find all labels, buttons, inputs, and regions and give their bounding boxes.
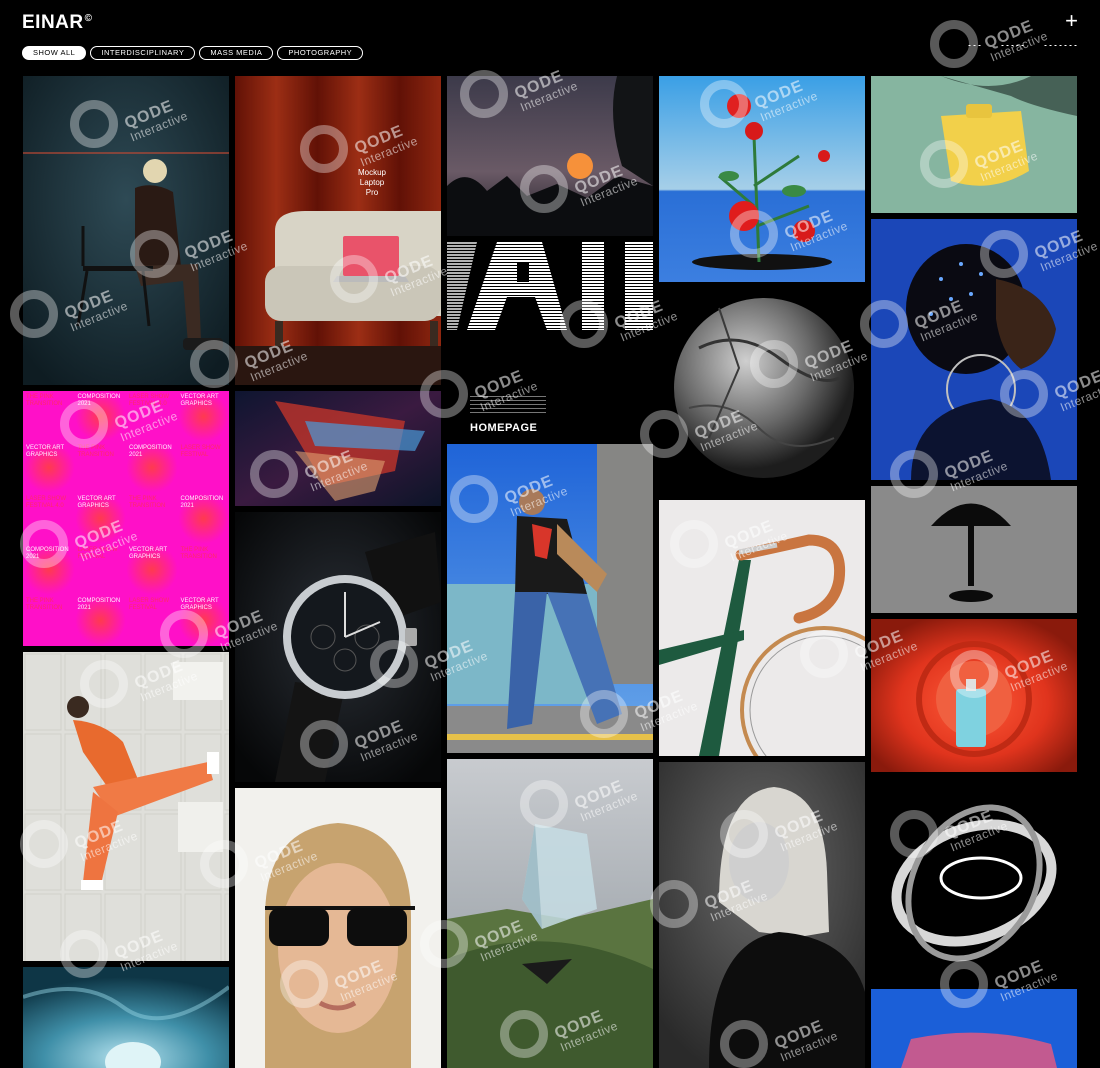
portfolio-item-sunglasses-woman[interactable]: [235, 788, 441, 1068]
portfolio-item-watch[interactable]: [235, 512, 441, 782]
portfolio-item-beaded-portrait[interactable]: [871, 219, 1077, 480]
blue-shape-image: [871, 989, 1077, 1068]
poster-cell: COMPOSITION 2021: [74, 595, 126, 646]
filter-bar: SHOW ALL INTERDISCIPLINARY MASS MEDIA PH…: [22, 46, 364, 60]
grid-medium-icon[interactable]: [1000, 44, 1025, 47]
portfolio-item-glitch-face[interactable]: [235, 391, 441, 506]
poster-cell: LASER SHOW FESTIVAL: [129, 598, 170, 611]
yellow-bottle-image: [871, 76, 1077, 213]
portfolio-item-orange-suit[interactable]: [23, 652, 229, 961]
chrome-ring-image: [891, 804, 1057, 962]
watermark-text: QODE Interactive: [982, 17, 1050, 65]
red-tunnel-image: [871, 619, 1077, 772]
poster-cell: COMPOSITION 2021: [126, 442, 178, 493]
homepage-glyph: [447, 242, 653, 330]
ice-cave-image: [23, 967, 229, 1068]
beaded-portrait-image: [871, 219, 1077, 480]
poster-cell: THE PINK TRANSITION: [129, 496, 166, 509]
poster-cell: VECTOR ART GRAPHICS: [177, 391, 229, 442]
poster-cell: THE PINK TRANSITION: [77, 445, 114, 458]
poster-cell: VECTOR ART GRAPHICS: [74, 493, 126, 544]
sunglasses-woman-image: [235, 788, 441, 1068]
plus-icon[interactable]: +: [1065, 8, 1078, 33]
portfolio-item-yellow-bottle[interactable]: [871, 76, 1077, 213]
poster-cell: VECTOR ART GRAPHICS: [177, 595, 229, 646]
poster-cell: COMPOSITION 2021: [177, 493, 229, 544]
poster-cell: THE PINK TRANSITION: [26, 598, 63, 611]
poster-cell: LASER SHOW FESTIVAL: [77, 547, 118, 560]
denim-jump-image: [447, 444, 653, 753]
mockup-label: Mockup Laptop Pro: [357, 168, 386, 197]
poster-cell: VECTOR ART GRAPHICS: [126, 544, 178, 595]
logo-text: EINAR: [22, 12, 84, 33]
portfolio-item-blonde-portrait[interactable]: [659, 762, 865, 1068]
portfolio-item-sunset[interactable]: [447, 76, 653, 236]
orange-suit-image: [23, 652, 229, 961]
portfolio-item-red-flowers[interactable]: [659, 76, 865, 282]
blonde-portrait-image: [659, 762, 865, 1068]
featured-title[interactable]: HOMEPAGE: [470, 422, 538, 434]
portfolio-item-pink-poster[interactable]: THE PINK TRANSITION COMPOSITION 2021 LAS…: [23, 391, 229, 646]
glass-mountain-image: [447, 759, 653, 1068]
grid-small-icon[interactable]: [967, 44, 982, 47]
portfolio-item-sofa-laptop[interactable]: Mockup Laptop Pro: [235, 76, 441, 385]
homepage-caption-lines: [470, 396, 546, 414]
red-flowers-image: [659, 76, 865, 282]
portfolio-item-bicycle[interactable]: [659, 500, 865, 756]
poster-cell: VECTOR ART GRAPHICS: [23, 442, 75, 493]
filter-show-all[interactable]: SHOW ALL: [22, 46, 87, 60]
poster-cell: LASER SHOW FESTIVAL: [180, 445, 221, 458]
portfolio-item-seated-man[interactable]: [23, 76, 229, 385]
poster-cell: THE PINK TRANSITION: [26, 394, 63, 407]
filter-interdisciplinary[interactable]: INTERDISCIPLINARY: [90, 46, 196, 60]
portfolio-item-ice-cave[interactable]: [23, 967, 229, 1068]
seated-man-image: [23, 76, 229, 385]
watch-image: [235, 512, 441, 782]
poster-cell: THE PINK TRANSITION: [180, 547, 217, 560]
poster-cell: LASER SHOW FESTIVAL 4.0: [26, 496, 67, 509]
sunset-image: [447, 76, 653, 236]
portfolio-item-blue-shape[interactable]: [871, 989, 1077, 1068]
poster-grid: THE PINK TRANSITION COMPOSITION 2021 LAS…: [23, 391, 229, 646]
site-logo[interactable]: EINAR©: [22, 12, 93, 34]
portfolio-item-denim-jump[interactable]: [447, 444, 653, 753]
portfolio-item-chrome-ring[interactable]: [871, 778, 1077, 983]
portfolio-item-stone-sphere[interactable]: [659, 288, 865, 494]
filter-mass-media[interactable]: MASS MEDIA: [199, 46, 274, 60]
filter-photography[interactable]: PHOTOGRAPHY: [277, 46, 364, 60]
portfolio-item-red-tunnel[interactable]: [871, 619, 1077, 772]
poster-cell: COMPOSITION 2021: [23, 544, 75, 595]
stone-sphere-image: [674, 298, 854, 478]
portfolio-item-black-lamp[interactable]: [871, 486, 1077, 613]
poster-cell: LASER SHOW FESTIVAL 4.0: [129, 394, 170, 407]
portfolio-item-glass-mountain[interactable]: [447, 759, 653, 1068]
glitch-face-image: [235, 391, 441, 506]
grid-large-icon[interactable]: [1043, 44, 1078, 47]
bicycle-image: [659, 500, 865, 756]
sofa-laptop-image: [235, 76, 441, 385]
poster-cell: COMPOSITION 2021: [74, 391, 126, 442]
black-lamp-image: [871, 486, 1077, 613]
grid-size-controls: [967, 44, 1078, 47]
logo-mark: ©: [84, 13, 93, 24]
